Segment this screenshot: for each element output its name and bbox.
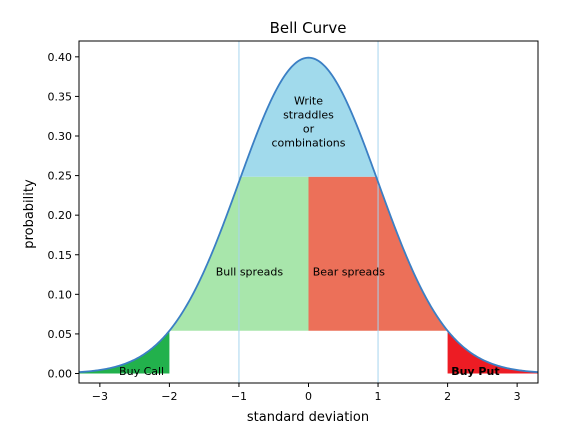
y-tick-label: 0.30 [48,130,73,143]
x-tick-label: 2 [444,390,451,403]
x-tick-label: −3 [92,390,108,403]
x-tick-label: −2 [161,390,177,403]
y-tick-label: 0.15 [48,249,73,262]
x-tick-label: −1 [231,390,247,403]
region-label-write-straddles: Write straddles or combinations [271,94,345,149]
region-label-bull-spreads: Bull spreads [216,265,284,278]
curve-layer [78,56,539,374]
region-label-buy-put: Buy Put [451,365,499,378]
axes-layer: −3 −2 −1 0 1 2 3 0.00 0.05 0.10 0.15 0.20 0.25 0.30 0.… [48,40,539,403]
y-tick-label: 0.10 [48,288,73,301]
y-tick-label: 0.05 [48,328,73,341]
region-labels-layer: Buy Call Buy Put Bull spreads Bear spreads W… [119,94,500,378]
region-label-buy-call: Buy Call [119,365,164,378]
x-axis-label: standard deviation [247,410,369,425]
y-tick-label: 0.40 [48,51,73,64]
chart-title: Bell Curve [270,19,347,37]
x-tick-label: 1 [375,390,382,403]
x-tick-label: 0 [305,390,312,403]
y-tick-label: 0.35 [48,90,73,103]
region-label-bear-spreads: Bear spreads [313,265,386,278]
x-tick-label: 3 [514,390,521,403]
y-tick-label: 0.20 [48,209,73,222]
y-tick-label: 0.25 [48,170,73,183]
vertical-lines-layer [238,41,379,383]
bell-curve-line [78,56,539,374]
y-tick-label: 0.00 [48,368,73,381]
region-write-straddles [238,57,379,182]
region-buy-call [79,330,170,374]
region-buy-put [447,330,538,374]
y-axis-label: probability [22,179,37,249]
